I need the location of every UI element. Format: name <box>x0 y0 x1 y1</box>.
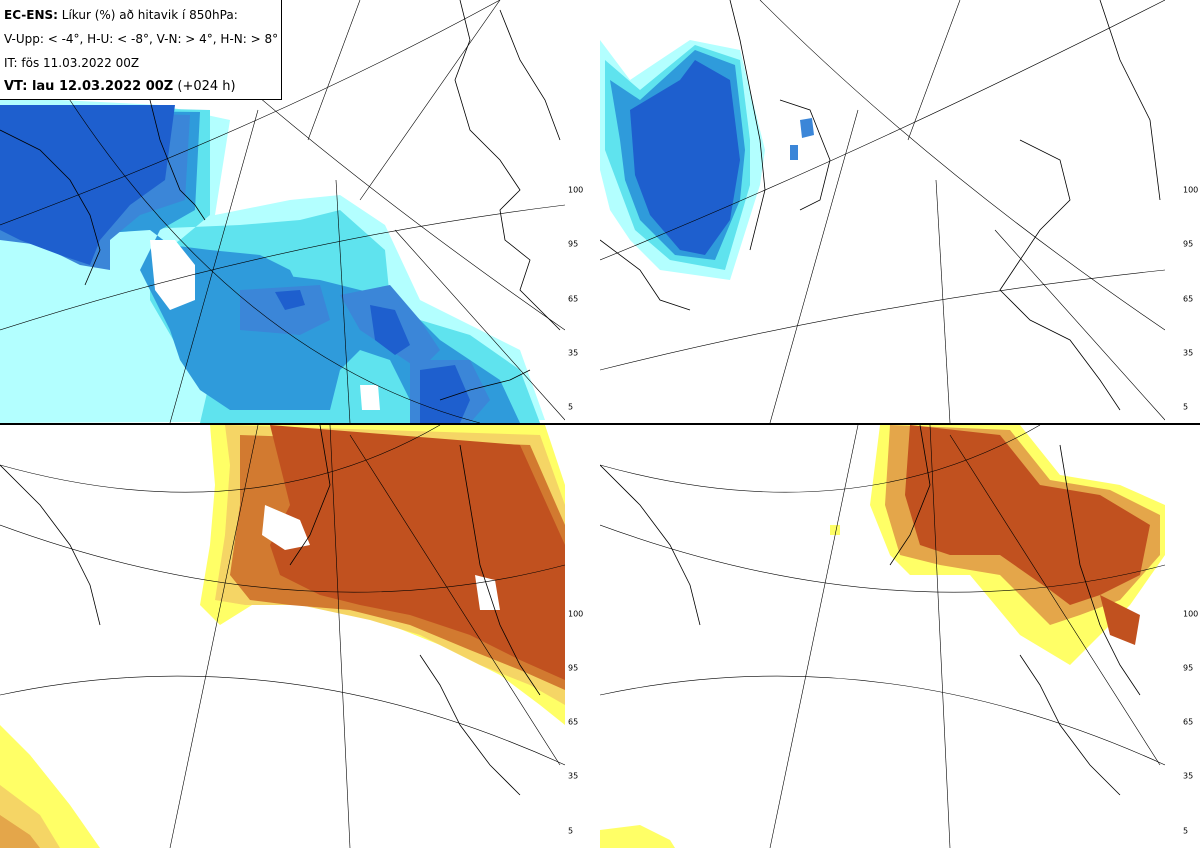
tick: 95 <box>568 239 579 249</box>
lower-left-warm-3 <box>0 815 40 848</box>
white-hole <box>262 505 500 610</box>
map-v-upp <box>0 0 565 423</box>
info-line-4: VT: lau 12.03.2022 00Z (+024 h) <box>4 79 236 94</box>
tick: 95 <box>568 663 579 673</box>
map-v-n <box>0 425 565 848</box>
map-h-n <box>600 425 1165 848</box>
graticule <box>0 0 565 423</box>
white-hole <box>150 240 380 410</box>
tick: 35 <box>568 348 579 358</box>
tick: 65 <box>1183 717 1194 727</box>
tick: 100 <box>1183 609 1199 619</box>
info-box: EC-ENS: Líkur (%) að hitavik í 850hPa: V… <box>0 0 282 100</box>
cold-patch <box>790 118 814 160</box>
panel-h-n <box>600 425 1165 848</box>
tick: 35 <box>568 771 579 781</box>
prob-100 <box>630 60 740 255</box>
graticule <box>600 0 1165 423</box>
tick: 5 <box>1183 826 1189 836</box>
tick: 65 <box>568 294 579 304</box>
tick: 95 <box>1183 239 1194 249</box>
tick: 100 <box>568 609 584 619</box>
prob-100 <box>0 105 470 423</box>
tick: 65 <box>1183 294 1194 304</box>
panel-h-u <box>600 0 1165 423</box>
tick: 5 <box>568 402 574 412</box>
panel-v-n <box>0 425 565 848</box>
graticule <box>600 425 1165 848</box>
tick: 35 <box>1183 771 1194 781</box>
map-h-u <box>600 0 1165 423</box>
info-line-1: EC-ENS: Líkur (%) að hitavik í 850hPa: <box>4 8 238 22</box>
tick: 5 <box>568 826 574 836</box>
coastlines <box>600 425 1141 796</box>
info-line-3: IT: fös 11.03.2022 00Z <box>4 56 140 70</box>
coastlines <box>600 0 1161 411</box>
tick: 95 <box>1183 663 1194 673</box>
panel-divider-horizontal <box>0 423 1200 425</box>
tick: 5 <box>1183 402 1189 412</box>
graticule <box>0 425 565 848</box>
coastlines <box>0 425 541 796</box>
tick: 100 <box>1183 185 1199 195</box>
tick: 35 <box>1183 348 1194 358</box>
prob-100 <box>270 425 565 680</box>
info-line-2: V-Upp: < -4°, H-U: < -8°, V-N: > 4°, H-N… <box>4 32 279 46</box>
small-blob <box>600 525 840 848</box>
panel-v-upp <box>0 0 565 423</box>
tick: 100 <box>568 185 584 195</box>
tick: 65 <box>568 717 579 727</box>
